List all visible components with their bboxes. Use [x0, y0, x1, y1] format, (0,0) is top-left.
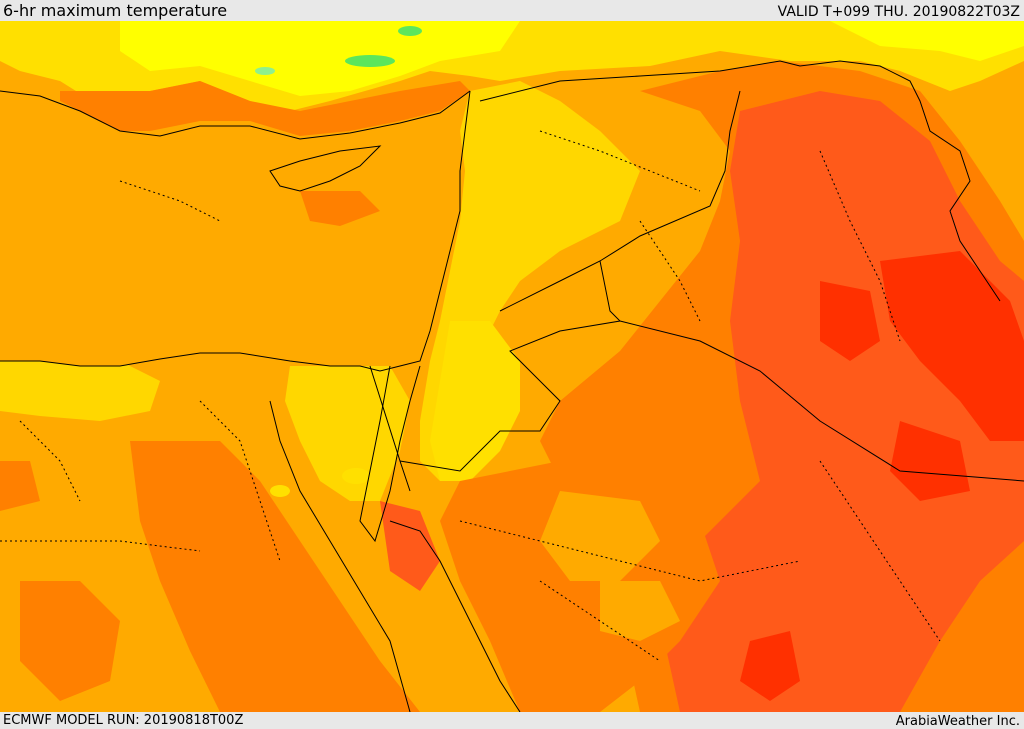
- levant-yellow-strip: [420, 81, 640, 481]
- anatolia-yellow: [120, 21, 520, 96]
- gulf-of-aqaba-warm: [380, 501, 440, 591]
- province-boundaries: [0, 130, 941, 662]
- cool-spot: [345, 55, 395, 67]
- temperature-map: [0, 21, 1024, 712]
- northeast-yellow: [830, 21, 1024, 61]
- turkey-coast-warm: [60, 81, 470, 136]
- mediterranean-sea: [0, 81, 455, 366]
- model-run: ECMWF MODEL RUN: 20190818T00Z: [3, 713, 244, 728]
- footer-bar: ECMWF MODEL RUN: 20190818T00Z ArabiaWeat…: [0, 712, 1024, 729]
- coastlines: [0, 90, 521, 712]
- gulf-hottest-core: [880, 251, 1024, 441]
- iraq-hot-zone: [660, 91, 1024, 712]
- valid-time: VALID T+099 THU. 20190822T03Z: [777, 4, 1020, 20]
- sinai-yellow: [285, 366, 410, 501]
- credit-text: ArabiaWeather Inc.: [895, 714, 1020, 729]
- map-title: 6-hr maximum temperature: [3, 1, 228, 20]
- national-borders: [369, 60, 1024, 492]
- egypt-coast-yellow: [0, 361, 160, 421]
- header-bar: 6-hr maximum temperature VALID T+099 THU…: [0, 0, 1024, 21]
- egypt-south-warm: [130, 441, 420, 712]
- jordan-valley-yellow: [430, 321, 520, 481]
